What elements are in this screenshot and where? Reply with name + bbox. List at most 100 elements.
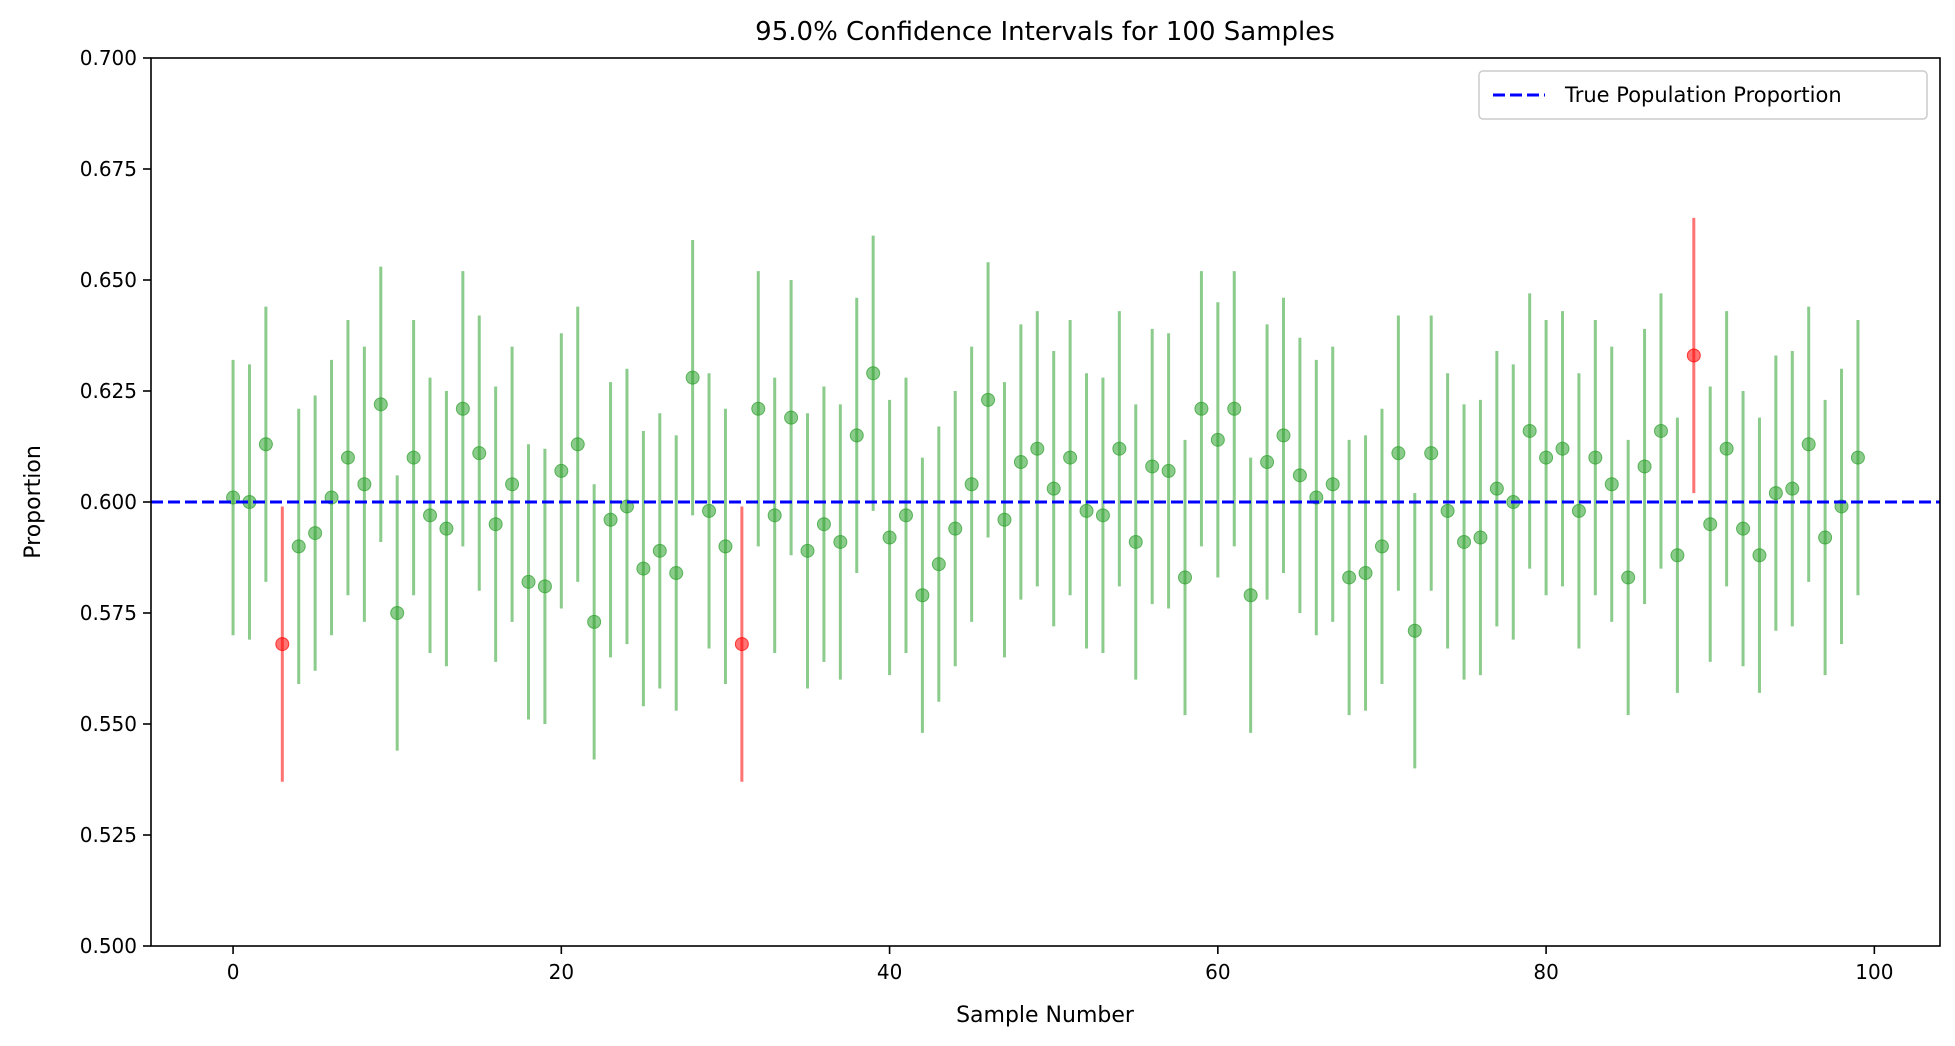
- y-tick-label: 0.700: [80, 46, 137, 70]
- point-estimate: [406, 450, 421, 465]
- interval-sample-45: [964, 346, 979, 622]
- point-estimate: [1604, 477, 1619, 492]
- interval-sample-13: [439, 391, 454, 667]
- y-axis: 0.500 0.525 0.550 0.575 0.600 0.625 0.650 0.675…: [80, 46, 151, 958]
- point-estimate: [833, 534, 848, 549]
- point-estimate: [357, 477, 372, 492]
- point-estimate: [1670, 548, 1685, 563]
- interval-sample-37: [833, 404, 848, 680]
- point-estimate: [1653, 423, 1668, 438]
- interval-sample-77: [1489, 351, 1504, 627]
- point-estimate: [964, 477, 979, 492]
- y-tick-label: 0.575: [80, 601, 137, 625]
- point-estimate: [816, 517, 831, 532]
- interval-sample-47: [997, 382, 1012, 658]
- interval-sample-7: [340, 319, 355, 596]
- point-estimate: [685, 370, 700, 385]
- point-estimate: [1063, 450, 1078, 465]
- interval-sample-89: [1686, 217, 1701, 494]
- interval-sample-31: [734, 506, 749, 782]
- interval-sample-75: [1457, 404, 1472, 680]
- interval-sample-96: [1801, 306, 1816, 582]
- point-estimate: [1473, 530, 1488, 545]
- interval-sample-57: [1161, 333, 1176, 609]
- point-estimate: [1079, 503, 1094, 518]
- point-estimate: [784, 410, 799, 425]
- x-axis-label: Sample Number: [956, 1003, 1135, 1028]
- interval-sample-27: [669, 435, 684, 711]
- interval-sample-16: [488, 386, 503, 662]
- interval-sample-24: [619, 368, 634, 645]
- point-estimate: [291, 539, 306, 554]
- interval-sample-14: [455, 271, 470, 547]
- y-tick-label: 0.500: [80, 934, 137, 958]
- interval-sample-95: [1785, 351, 1800, 627]
- interval-sample-69: [1358, 435, 1373, 711]
- interval-sample-84: [1604, 346, 1619, 622]
- interval-sample-94: [1768, 355, 1783, 631]
- interval-sample-80: [1539, 319, 1554, 596]
- interval-sample-91: [1719, 311, 1734, 587]
- interval-sample-87: [1653, 293, 1668, 569]
- interval-sample-64: [1276, 297, 1291, 574]
- interval-sample-65: [1292, 337, 1307, 613]
- point-estimate: [423, 508, 438, 523]
- interval-sample-72: [1407, 493, 1422, 769]
- interval-sample-43: [931, 426, 946, 702]
- point-estimate: [1030, 441, 1045, 456]
- x-tick-label: 40: [877, 960, 902, 984]
- interval-sample-25: [636, 430, 651, 707]
- interval-sample-76: [1473, 399, 1488, 676]
- point-estimate: [652, 543, 667, 558]
- legend: True Population Proportion: [1478, 70, 1928, 120]
- point-estimate: [1178, 570, 1193, 585]
- interval-sample-71: [1391, 315, 1406, 591]
- interval-sample-85: [1621, 439, 1636, 716]
- point-estimate: [340, 450, 355, 465]
- interval-sample-86: [1637, 328, 1652, 605]
- x-tick-label: 20: [549, 960, 574, 984]
- interval-sample-4: [291, 408, 306, 685]
- interval-sample-61: [1227, 271, 1242, 547]
- point-estimate: [915, 588, 930, 603]
- y-tick-label: 0.625: [80, 379, 137, 403]
- point-estimate: [997, 512, 1012, 527]
- interval-sample-5: [308, 395, 323, 671]
- point-estimate: [1374, 539, 1389, 554]
- point-estimate: [455, 401, 470, 416]
- interval-sample-29: [702, 373, 717, 649]
- point-estimate: [275, 637, 290, 652]
- interval-sample-32: [751, 271, 766, 547]
- point-estimate: [702, 503, 717, 518]
- x-tick-label: 80: [1533, 960, 1558, 984]
- point-estimate: [521, 574, 536, 589]
- point-estimate: [1457, 534, 1472, 549]
- y-tick-label: 0.675: [80, 157, 137, 181]
- point-estimate: [1391, 446, 1406, 461]
- point-estimate: [1703, 517, 1718, 532]
- interval-sample-92: [1736, 391, 1751, 667]
- interval-sample-48: [1013, 324, 1028, 600]
- interval-sample-59: [1194, 271, 1209, 547]
- point-estimate: [1588, 450, 1603, 465]
- point-estimate: [1112, 441, 1127, 456]
- interval-sample-99: [1850, 319, 1865, 596]
- interval-sample-26: [652, 413, 667, 689]
- interval-sample-33: [767, 377, 782, 653]
- point-estimate: [1095, 508, 1110, 523]
- interval-sample-34: [784, 280, 799, 556]
- interval-sample-18: [521, 444, 536, 720]
- point-estimate: [1358, 566, 1373, 581]
- point-estimate: [1013, 455, 1028, 470]
- point-estimate: [1407, 623, 1422, 638]
- interval-sample-63: [1260, 324, 1275, 600]
- point-estimate: [767, 508, 782, 523]
- interval-sample-55: [1128, 404, 1143, 680]
- interval-sample-68: [1342, 439, 1357, 716]
- point-estimate: [1128, 534, 1143, 549]
- interval-sample-53: [1095, 377, 1110, 653]
- point-estimate: [1489, 481, 1504, 496]
- interval-sample-56: [1145, 328, 1160, 605]
- interval-sample-60: [1210, 302, 1225, 578]
